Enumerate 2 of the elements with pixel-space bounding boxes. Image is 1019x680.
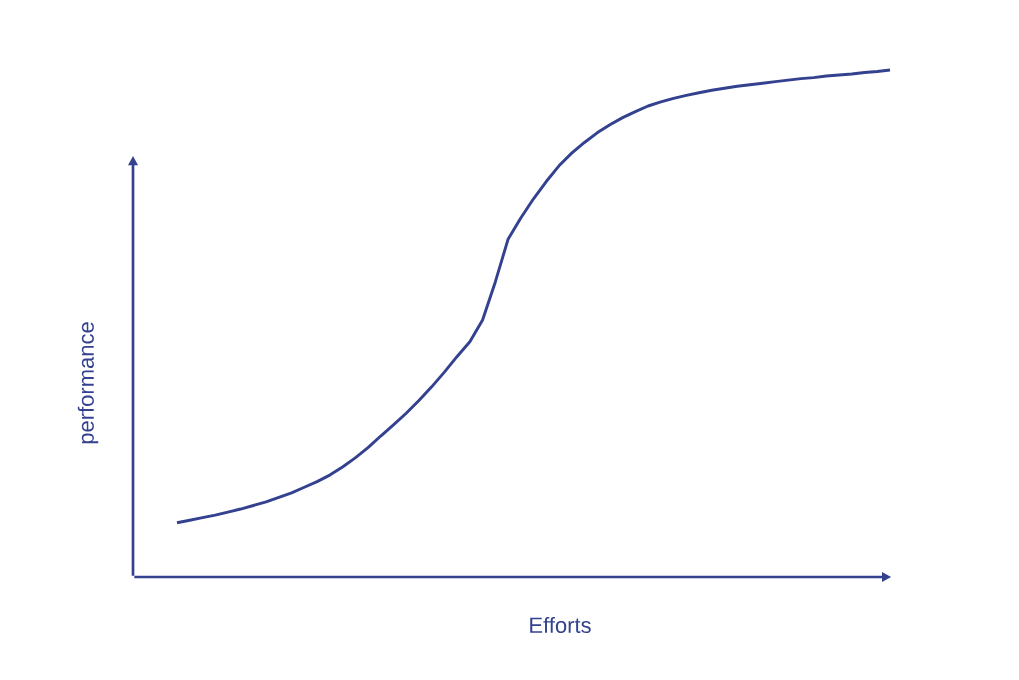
- y-axis-title: performance: [77, 322, 99, 444]
- x-axis-title: Efforts: [530, 616, 591, 634]
